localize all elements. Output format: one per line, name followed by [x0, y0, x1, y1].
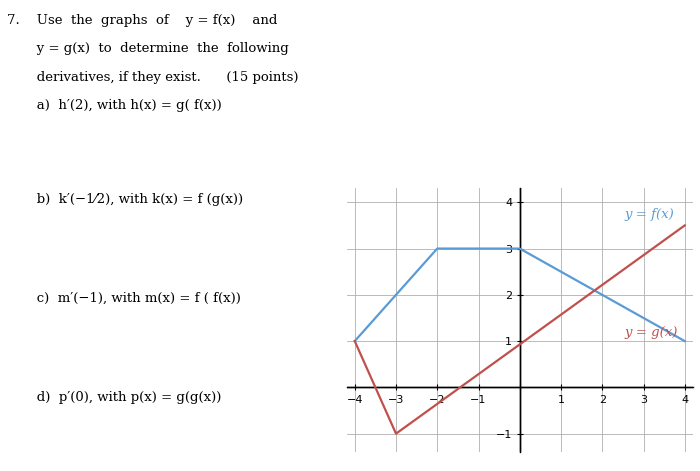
Text: y = g(x): y = g(x) [625, 326, 678, 339]
Text: y = g(x)  to  determine  the  following: y = g(x) to determine the following [7, 42, 288, 56]
Text: a)  h′(2), with h(x) = g( f(x)): a) h′(2), with h(x) = g( f(x)) [7, 99, 222, 112]
Text: y = f(x): y = f(x) [625, 208, 675, 221]
Text: d)  p′(0), with p(x) = g(g(x)): d) p′(0), with p(x) = g(g(x)) [7, 391, 221, 404]
Text: b)  k′(−1⁄2), with k(x) = f (g(x)): b) k′(−1⁄2), with k(x) = f (g(x)) [7, 193, 243, 206]
Text: derivatives, if they exist.      (15 points): derivatives, if they exist. (15 points) [7, 71, 298, 84]
Text: c)  m′(−1), with m(x) = f ( f(x)): c) m′(−1), with m(x) = f ( f(x)) [7, 292, 241, 305]
Text: 7.    Use  the  graphs  of    y = f(x)    and: 7. Use the graphs of y = f(x) and [7, 14, 277, 27]
